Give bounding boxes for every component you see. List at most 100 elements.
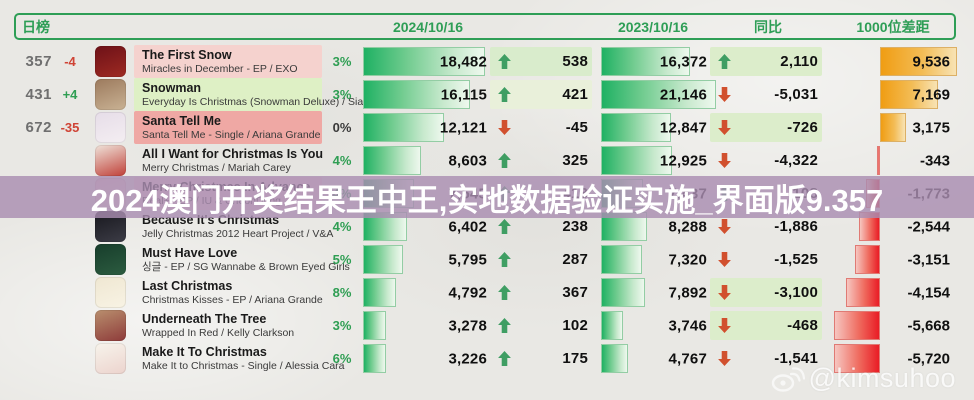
value-2023: 7,320 xyxy=(668,251,707,268)
daily-change-cell: -45 xyxy=(490,113,592,142)
value-2023-bar xyxy=(601,47,690,76)
value-2023-bar xyxy=(601,344,628,373)
up-arrow-icon xyxy=(498,219,511,234)
value-2024-cell: 12,121 xyxy=(362,113,490,142)
value-2023: 21,146 xyxy=(659,86,707,103)
value-2023-bar xyxy=(601,245,642,274)
daily-change-value: 238 xyxy=(562,218,588,235)
value-2024-bar xyxy=(363,80,470,109)
value-2024: 5,795 xyxy=(448,251,487,268)
yoy-change-value: -1,886 xyxy=(774,218,818,235)
up-arrow-icon xyxy=(498,285,511,300)
table-row: Must Have Love 싱글 - EP / SG Wannabe & Br… xyxy=(0,243,974,276)
song-subtitle: Make It to Christmas - Single / Alessia … xyxy=(142,360,345,372)
daily-change-cell: 367 xyxy=(490,278,592,307)
table-row: 431 +4 Snowman Everyday Is Christmas (Sn… xyxy=(0,78,974,111)
up-arrow-icon xyxy=(498,318,511,333)
down-arrow-icon xyxy=(718,153,731,168)
share-percent: 4% xyxy=(332,219,352,234)
value-2023-cell: 4,767 xyxy=(592,344,710,373)
daily-change-cell: 538 xyxy=(490,47,592,76)
gap-bar xyxy=(855,245,880,274)
value-2024-bar xyxy=(363,311,386,340)
header-gap-label: 1000位差距 xyxy=(856,18,930,35)
yoy-change-cell: -1,541 xyxy=(710,344,822,373)
value-2024-cell: 3,278 xyxy=(362,311,490,340)
gap-bar xyxy=(834,344,880,373)
up-arrow-icon xyxy=(718,54,731,69)
down-arrow-icon xyxy=(498,120,511,135)
down-arrow-icon xyxy=(718,120,731,135)
rank-number xyxy=(0,276,52,309)
yoy-change-cell: -3,100 xyxy=(710,278,822,307)
value-2024-bar xyxy=(363,245,403,274)
value-2024-bar xyxy=(363,146,421,175)
mariah-merry-christmas-cover xyxy=(95,145,126,176)
song-title-block: Make It To Christmas Make It to Christma… xyxy=(134,342,345,375)
yoy-change-cell: -726 xyxy=(710,113,822,142)
value-2024: 6,402 xyxy=(448,218,487,235)
value-2024: 18,482 xyxy=(439,53,487,70)
song-title-block: All I Want for Christmas Is You Merry Ch… xyxy=(134,144,323,177)
daily-change-value: -45 xyxy=(565,119,588,136)
daily-change-cell: 102 xyxy=(490,311,592,340)
table-row: Underneath The Tree Wrapped In Red / Kel… xyxy=(0,309,974,342)
value-2023-cell: 21,146 xyxy=(592,80,716,109)
daily-change-cell: 238 xyxy=(490,212,592,241)
value-2023: 7,892 xyxy=(668,284,707,301)
down-arrow-icon xyxy=(718,219,731,234)
gap-value: 7,169 xyxy=(912,86,950,103)
table-row: All I Want for Christmas Is You Merry Ch… xyxy=(0,144,974,177)
header-date-2024: 2024/10/16 xyxy=(392,18,464,35)
song-subtitle: Merry Christmas / Mariah Carey xyxy=(142,162,291,174)
yoy-change-cell: -4,322 xyxy=(710,146,822,175)
share-percent: 5% xyxy=(332,252,352,267)
value-2023-cell: 12,925 xyxy=(592,146,710,175)
gap-to-1000-cell: 3,175 xyxy=(822,113,974,142)
up-arrow-icon xyxy=(498,252,511,267)
value-2023-cell: 7,320 xyxy=(592,245,710,274)
down-arrow-icon xyxy=(718,87,731,102)
value-2023: 12,925 xyxy=(659,152,707,169)
gap-value: -2,544 xyxy=(907,218,950,235)
share-percent: 0% xyxy=(332,120,352,135)
rank-number xyxy=(0,144,52,177)
daily-change-cell: 421 xyxy=(490,80,592,109)
table-row: Last Christmas Christmas Kisses - EP / A… xyxy=(0,276,974,309)
yoy-change-cell: 2,110 xyxy=(710,47,822,76)
song-title-block: Santa Tell Me Santa Tell Me - Single / A… xyxy=(134,111,322,144)
yoy-change-value: -3,100 xyxy=(774,284,818,301)
up-arrow-icon xyxy=(498,153,511,168)
share-percent: 3% xyxy=(332,318,352,333)
value-2023-cell: 12,847 xyxy=(592,113,710,142)
yoy-change-value: -468 xyxy=(787,317,818,334)
gap-value: -343 xyxy=(919,152,950,169)
value-2023: 8,288 xyxy=(668,218,707,235)
table-header: 日榜 2024/10/16 2023/10/16 同比 1000位差距 xyxy=(14,13,956,40)
song-title: Must Have Love xyxy=(142,246,238,260)
value-2023-cell: 16,372 xyxy=(592,47,710,76)
song-subtitle: Wrapped In Red / Kelly Clarkson xyxy=(142,327,295,339)
daily-change-cell: 175 xyxy=(490,344,592,373)
down-arrow-icon xyxy=(718,252,731,267)
down-arrow-icon xyxy=(718,318,731,333)
rank-number xyxy=(0,309,52,342)
kelly-wrapped-in-red-cover xyxy=(95,310,126,341)
gap-bar xyxy=(846,278,880,307)
daily-change-value: 538 xyxy=(562,53,588,70)
value-2023-bar xyxy=(601,113,671,142)
watermark-banner: 2024澳门开奖结果王中王,实地数据验证实施_界面版9.357 xyxy=(0,176,974,218)
song-title: Snowman xyxy=(142,81,202,95)
daily-change-value: 175 xyxy=(562,350,588,367)
ariana-santa-tell-me-cover xyxy=(95,112,126,143)
exo-miracles-in-december-cover xyxy=(95,46,126,77)
song-subtitle: Christmas Kisses - EP / Ariana Grande xyxy=(142,294,323,306)
daily-change-value: 421 xyxy=(562,86,588,103)
value-2023-bar xyxy=(601,311,623,340)
value-2024-cell: 4,792 xyxy=(362,278,490,307)
value-2024: 8,603 xyxy=(448,152,487,169)
gap-bar xyxy=(834,311,880,340)
ariana-christmas-kisses-cover xyxy=(95,277,126,308)
gap-value: -3,151 xyxy=(907,251,950,268)
header-yoy-label: 同比 xyxy=(754,18,782,35)
